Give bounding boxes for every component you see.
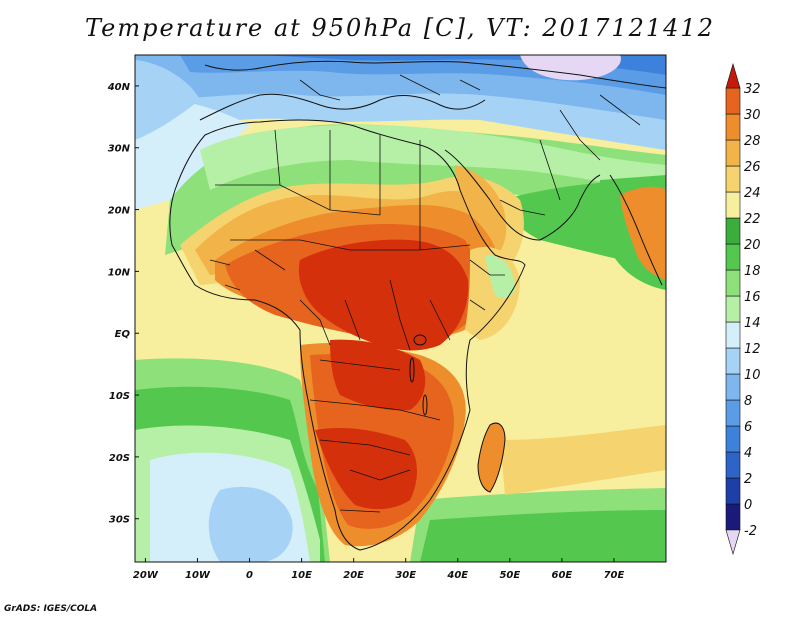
north-africa-light-green bbox=[200, 125, 666, 195]
colorbar-band bbox=[725, 321, 741, 349]
europe-coastline bbox=[204, 60, 666, 89]
lake-tanganyika bbox=[409, 357, 415, 383]
colorbar-band bbox=[725, 113, 741, 141]
colorbar-band bbox=[725, 503, 741, 531]
y-axis-ticks: 40N 30N 20N 10N EQ 10S 20S 30S bbox=[107, 82, 139, 526]
colorbar-level-label: 30 bbox=[744, 108, 761, 123]
x-tick-label: 60E bbox=[552, 570, 573, 581]
colorbar-band bbox=[725, 373, 741, 401]
colorbar-band bbox=[725, 243, 741, 271]
colorbar-band bbox=[725, 295, 741, 323]
plot-frame bbox=[134, 54, 667, 563]
arabia-warm bbox=[455, 165, 505, 250]
y-tick-label: 30S bbox=[109, 515, 130, 526]
x-tick-label: 0 bbox=[246, 570, 253, 581]
colorbar-level-label: 0 bbox=[744, 498, 752, 513]
colorbar-band bbox=[725, 87, 741, 115]
x-tick-label: 50E bbox=[499, 570, 520, 581]
software-credit: GrADS: IGES/COLA bbox=[4, 604, 98, 614]
x-tick-label: 70E bbox=[604, 570, 625, 581]
y-tick-label: 10S bbox=[109, 391, 130, 402]
colorbar-level-label: -2 bbox=[744, 524, 757, 539]
x-tick-label: 30E bbox=[395, 570, 416, 581]
y-tick-label: EQ bbox=[115, 329, 131, 340]
x-tick-label: 20W bbox=[133, 570, 159, 581]
colorbar-band bbox=[725, 191, 741, 219]
madagascar-outline bbox=[477, 422, 506, 493]
colorbar-band bbox=[725, 399, 741, 427]
south-indian-deep-green bbox=[420, 510, 666, 562]
colorbar-band bbox=[725, 165, 741, 193]
central-africa-red bbox=[298, 239, 469, 351]
temperature-map-plot bbox=[135, 55, 666, 562]
colorbar-level-label: 14 bbox=[744, 316, 761, 331]
colorbar-band bbox=[725, 217, 741, 245]
colorbar-level-label: 12 bbox=[744, 342, 761, 357]
x-tick-label: 10E bbox=[291, 570, 312, 581]
central-southern-red bbox=[330, 339, 426, 411]
east-africa-green bbox=[485, 255, 515, 299]
nw-atlantic-cyan bbox=[135, 99, 250, 210]
colorbar-band bbox=[725, 451, 741, 479]
y-tick-label: 40N bbox=[107, 82, 131, 93]
colorbar-level-label: 2 bbox=[744, 472, 752, 487]
arctic-lavender bbox=[520, 55, 621, 81]
arabia-coastline bbox=[444, 149, 601, 241]
country-borders bbox=[209, 74, 641, 513]
colorbar-level-label: 20 bbox=[744, 238, 761, 253]
x-axis-ticks: 20W 10W 0 10E 20E 30E 40E 50E 60E 70E bbox=[133, 558, 625, 581]
colorbar-level-label: 10 bbox=[744, 368, 761, 383]
colorbar-level-label: 26 bbox=[744, 160, 761, 175]
madagascar-warm bbox=[478, 423, 505, 492]
south-indian-orange bbox=[500, 425, 666, 495]
lake-malawi bbox=[422, 394, 428, 416]
y-tick-label: 20S bbox=[109, 453, 130, 464]
x-tick-label: 10W bbox=[185, 570, 211, 581]
colorbar-level-label: 22 bbox=[744, 212, 761, 227]
colorbar-level-label: 8 bbox=[744, 394, 752, 409]
southern-africa-red bbox=[315, 428, 417, 510]
colorbar-bottom-arrow bbox=[725, 529, 741, 556]
colorbar-level-label: 16 bbox=[744, 290, 761, 305]
y-tick-label: 20N bbox=[108, 206, 131, 217]
colorbar-level-label: 18 bbox=[744, 264, 761, 279]
colorbar-top-arrow bbox=[725, 62, 741, 89]
y-tick-label: 30N bbox=[108, 144, 131, 155]
colorbar-level-label: 24 bbox=[744, 186, 761, 201]
colorbar-band bbox=[725, 477, 741, 505]
colorbar-level-label: 6 bbox=[744, 420, 752, 435]
y-tick-label: 10N bbox=[108, 267, 131, 278]
nw-atlantic-blue bbox=[135, 60, 200, 140]
colorbar-level-label: 32 bbox=[744, 82, 761, 97]
india-coastline bbox=[609, 174, 663, 286]
x-tick-label: 20E bbox=[343, 570, 364, 581]
map-title: Temperature at 950hPa [C], VT: 201712141… bbox=[85, 14, 715, 42]
colorbar-level-label: 4 bbox=[744, 446, 752, 461]
south-atlantic-blue bbox=[208, 486, 293, 562]
colorbar-band bbox=[725, 425, 741, 453]
colorbar-band bbox=[725, 139, 741, 167]
colorbar-band bbox=[725, 269, 741, 297]
lake-victoria bbox=[413, 334, 427, 346]
colorbar-level-label: 28 bbox=[744, 134, 761, 149]
india-warm bbox=[620, 186, 666, 280]
x-tick-label: 40E bbox=[446, 570, 468, 581]
mediterranean-coastline bbox=[199, 93, 486, 121]
colorbar-band bbox=[725, 347, 741, 375]
